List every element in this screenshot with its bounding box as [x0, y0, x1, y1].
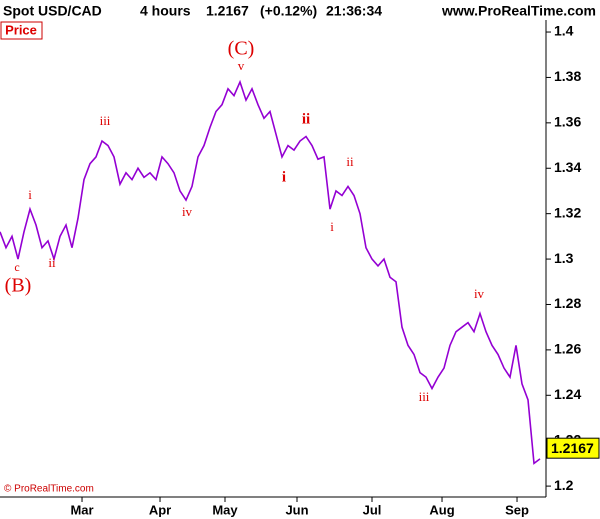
- period: 4 hours: [140, 3, 191, 19]
- symbol: Spot USD/CAD: [3, 3, 102, 19]
- time: 21:36:34: [326, 3, 382, 19]
- wave-label: i: [330, 219, 334, 234]
- y-tick-label: 1.28: [554, 295, 581, 311]
- wave-label: iii: [100, 113, 111, 128]
- change: (+0.12%): [260, 3, 317, 19]
- wave-label: i: [282, 169, 286, 185]
- y-tick-label: 1.34: [554, 159, 581, 175]
- header-price: 1.2167: [206, 3, 249, 19]
- x-tick-label: May: [212, 502, 238, 517]
- panel-label-box: [0, 21, 43, 40]
- y-tick-label: 1.32: [554, 204, 581, 220]
- wave-label: iv: [182, 204, 193, 219]
- x-tick-label: Jul: [363, 502, 382, 517]
- price-line: [0, 79, 541, 465]
- y-tick-label: 1.24: [554, 386, 581, 402]
- y-tick-label: 1.3: [554, 250, 574, 266]
- wave-label: ii: [48, 255, 56, 270]
- y-tick-label: 1.36: [554, 114, 581, 130]
- x-tick-label: Jun: [285, 502, 308, 517]
- x-tick-label: Mar: [70, 502, 93, 517]
- last-price-box: [546, 437, 600, 459]
- wave-label: iii: [419, 389, 430, 404]
- wave-label: iv: [474, 286, 485, 301]
- wave-label: (C): [228, 38, 255, 60]
- copyright: © ProRealTime.com: [4, 484, 94, 495]
- y-tick-label: 1.38: [554, 68, 581, 84]
- wave-label: (B): [5, 275, 32, 297]
- wave-label: ii: [346, 154, 354, 169]
- y-tick-label: 1.4: [554, 23, 574, 39]
- y-tick-label: 1.2: [554, 477, 574, 493]
- x-tick-label: Apr: [149, 502, 171, 517]
- y-tick-label: 1.26: [554, 341, 581, 357]
- wave-label: ii: [302, 111, 310, 127]
- x-tick-label: Aug: [429, 502, 454, 517]
- x-tick-label: Sep: [505, 502, 529, 517]
- last-price-label: 1.2167: [551, 440, 594, 456]
- site: www.ProRealTime.com: [441, 3, 596, 19]
- panel-label: Price: [5, 22, 37, 37]
- wave-label: v: [238, 58, 245, 73]
- wave-label: i: [28, 187, 32, 202]
- wave-label: c: [14, 260, 19, 274]
